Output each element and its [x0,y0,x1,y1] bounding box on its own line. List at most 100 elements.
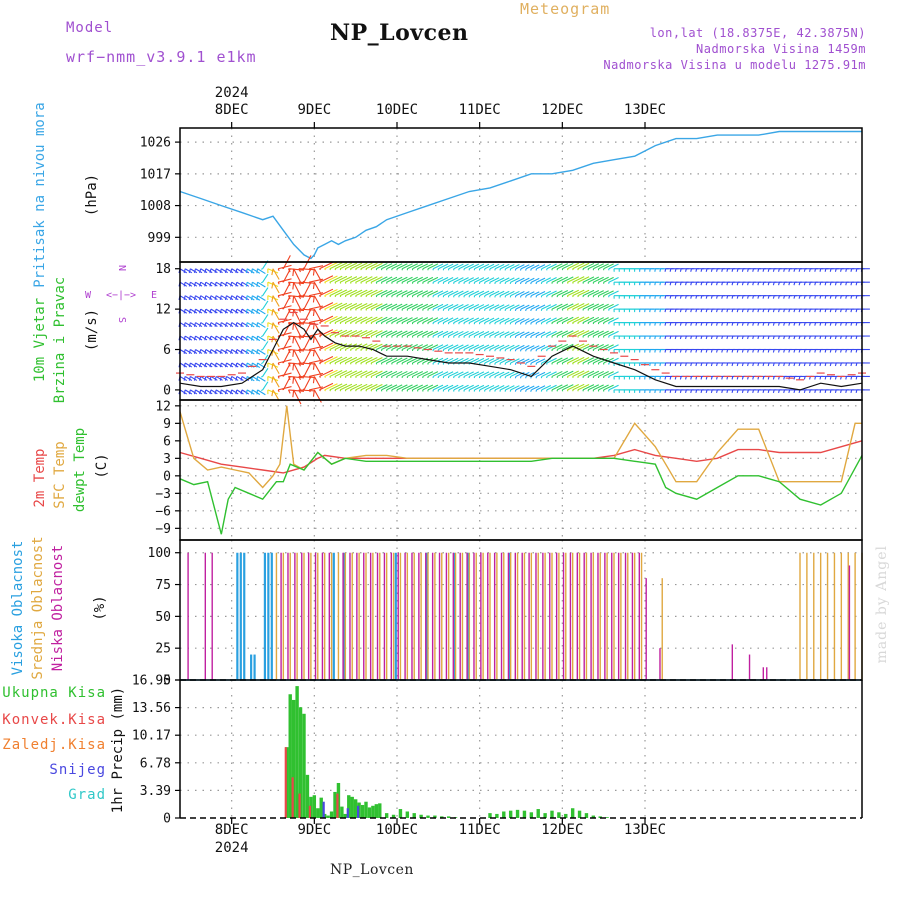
wind-barb-flag [214,295,217,300]
wind-barb [520,385,530,391]
wind-barb [525,385,535,391]
wind-barb-flag [752,282,755,286]
wind-barb [525,264,535,270]
wind-barb [184,281,193,287]
wind-barb [339,262,353,270]
wind-barb-flag [829,349,832,353]
wind-barb-flag [695,282,698,286]
wind-barb [236,281,244,287]
wind-barb-flag [298,281,301,286]
wind-barb-flag [245,349,248,354]
wind-barb [448,317,459,324]
wind-barb-flag [716,308,718,313]
wind-barb [355,383,368,391]
wind-barb-flag [674,308,677,313]
wind-barb-flag [700,376,703,380]
wind-barb-flag [762,389,765,394]
wind-barb [536,277,546,283]
wind-barb-flag [245,322,248,328]
wind-barb [252,362,261,369]
wind-barb-flag [721,268,724,272]
precip-bar [364,801,368,818]
wind-barb-flag [798,335,801,340]
wind-barb-flag [664,389,667,394]
wind-barb-flag [298,376,301,380]
wind-barb-flag [747,268,749,272]
wind-barb-flag [219,376,222,381]
wind-barb [556,303,569,310]
wind-barb [520,291,530,297]
wind-barb-flag [741,376,744,380]
wind-barb [386,290,398,297]
wind-barb [510,371,520,377]
wind-barb-flag [695,335,698,340]
wind-barb-flag [731,322,734,326]
wind-barb [562,316,574,324]
wind-barb-flag [277,389,280,393]
wind-barb [262,341,269,350]
wind-barb [386,263,398,270]
wind-barb-flag [261,362,263,365]
wind-tick-label: 0 [163,383,171,398]
wind-barb-flag [783,295,786,299]
wind-barb-flag [819,282,822,286]
wind-barb-flag [803,268,806,272]
precip-bar [336,793,339,818]
wind-barb [215,349,223,354]
wind-barb-flag [204,389,207,395]
wind-barb [210,268,218,274]
wind-barb [252,349,261,355]
wind-barb [241,322,250,328]
wind-barb [345,329,358,337]
wind-barb [593,263,604,270]
wind-barb-flag [261,375,263,378]
wind-barb-flag [747,349,749,353]
wind-barb [489,277,500,283]
wind-barb [190,322,198,328]
wind-barb-flag [757,322,760,326]
wind-barb [241,295,250,301]
wind-barb-flag [664,295,667,299]
wind-barb-flag [251,335,253,341]
wind-barb-flag [783,308,786,313]
wind-barb [293,389,302,405]
wind-barb-flag [710,308,713,313]
wind-barb-flag [783,335,786,340]
wind-barb [376,262,388,270]
wind-barb-flag [292,389,295,398]
wind-barb [184,295,193,301]
wind-barb [448,344,459,351]
precip-bar [305,774,310,818]
wind-barb-flag [741,335,744,340]
wind-barb [355,303,368,310]
wind-barb-flag [209,282,212,287]
wind-barb [360,276,373,283]
wind-barb-flag [245,362,248,368]
wind-barb [593,317,604,324]
wind-barb [587,330,600,337]
wind-barb [350,289,363,297]
wind-barb-flag [793,349,796,353]
wind-barb [324,383,338,391]
wind-barb [231,308,239,314]
wind-barb [443,303,454,310]
wind-barb [391,263,403,270]
wind-barb [520,304,530,310]
wind-barb-flag [757,268,760,272]
wind-barb [370,303,383,310]
wind-barb [272,281,280,294]
wind-barb [241,335,250,341]
wind-barb [246,335,255,341]
wind-barb [463,330,474,337]
wind-barb-flag [324,308,326,311]
wind-barb-flag [778,282,780,286]
wind-barb [525,304,535,310]
wind-barb [396,330,408,337]
wind-barb-flag [339,281,342,284]
wind-barb-flag [669,362,672,367]
wind-barb [298,295,315,298]
wind-barb [572,383,585,391]
wind-barb [200,295,208,301]
wind-barb [329,316,343,324]
wind-barb-flag [329,322,332,325]
